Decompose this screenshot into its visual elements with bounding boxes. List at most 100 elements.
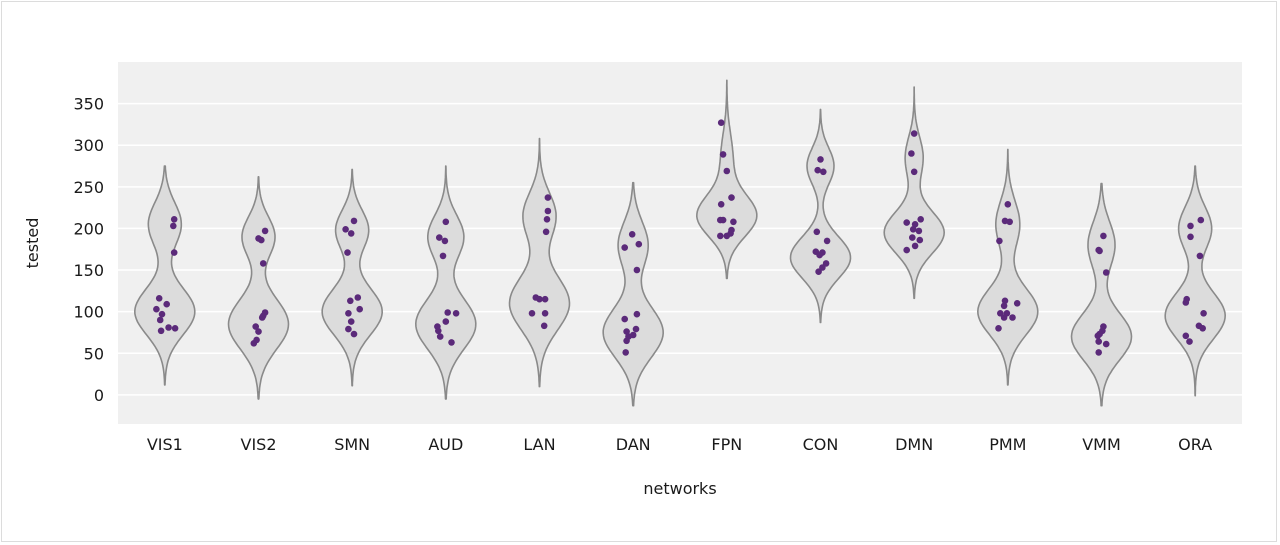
data-point	[1095, 338, 1102, 345]
data-point	[350, 330, 358, 338]
violin-vmm	[1070, 182, 1133, 407]
grid-lines	[118, 102, 1242, 396]
y-tick-label: 50	[84, 344, 104, 363]
data-point	[544, 207, 552, 215]
x-tick-label: AUD	[428, 435, 463, 454]
data-point	[1100, 232, 1107, 240]
data-point	[439, 252, 447, 260]
data-point	[728, 194, 735, 201]
data-point	[347, 318, 355, 325]
data-point	[814, 166, 821, 174]
data-point	[1102, 340, 1110, 348]
data-point	[356, 305, 364, 313]
violin-vis1	[134, 165, 196, 386]
violin-lan	[508, 137, 571, 388]
data-point	[1004, 201, 1012, 208]
data-point	[1000, 314, 1008, 321]
data-point	[171, 325, 179, 332]
data-point	[633, 310, 641, 318]
data-point	[820, 168, 827, 176]
data-point	[528, 310, 536, 317]
data-point	[442, 218, 450, 226]
y-tick-label: 300	[73, 136, 104, 155]
data-point	[1001, 297, 1009, 305]
data-point	[903, 219, 910, 226]
x-tick-label: VMM	[1082, 435, 1121, 454]
data-point	[1013, 300, 1021, 307]
data-point	[815, 268, 822, 276]
data-point	[436, 333, 444, 340]
violin-con	[789, 108, 852, 324]
data-point	[170, 222, 177, 230]
data-point	[1182, 299, 1190, 306]
data-point	[635, 240, 643, 248]
data-point	[1200, 310, 1207, 317]
data-point	[723, 167, 731, 175]
data-point	[259, 260, 267, 267]
data-point	[1102, 269, 1110, 276]
x-tick-label: DAN	[616, 435, 651, 454]
data-point	[1006, 218, 1013, 226]
data-point	[823, 237, 831, 245]
data-point	[997, 310, 1004, 317]
data-point	[259, 312, 267, 320]
data-point	[255, 328, 262, 335]
y-tick-label: 200	[73, 219, 104, 238]
data-point	[909, 234, 916, 241]
data-point	[717, 201, 725, 208]
data-point	[345, 310, 352, 317]
x-tick-labels: VIS1 VIS2 SMN AUD LAN DAN FPN CON DMN PMM VMM ORA	[147, 435, 1212, 454]
data-point	[153, 305, 160, 313]
x-axis-label: networks	[643, 479, 716, 498]
data-point	[819, 264, 826, 271]
violin-pmm	[977, 148, 1039, 386]
data-point	[344, 249, 351, 256]
x-tick-label: ORA	[1178, 435, 1212, 454]
data-point	[448, 339, 455, 346]
x-tick-label: SMN	[334, 435, 370, 454]
data-point	[442, 318, 450, 325]
data-point	[1182, 332, 1190, 340]
x-tick-label: CON	[803, 435, 839, 454]
y-tick-label: 350	[73, 95, 104, 114]
data-point	[452, 310, 460, 317]
y-tick-label: 250	[73, 178, 104, 197]
data-point	[1009, 314, 1016, 321]
data-point	[622, 349, 629, 356]
data-point	[170, 216, 178, 223]
data-point	[250, 340, 258, 347]
data-point	[1096, 247, 1103, 255]
violins	[134, 79, 1226, 407]
data-point	[1187, 233, 1194, 241]
data-point	[623, 328, 630, 335]
data-point	[911, 221, 919, 228]
data-point	[261, 227, 269, 235]
data-point	[170, 249, 178, 256]
data-point	[435, 327, 442, 335]
x-tick-label: VIS2	[241, 435, 277, 454]
violin-fpn	[696, 79, 758, 280]
data-point	[633, 266, 641, 274]
data-point	[621, 244, 628, 251]
plot-area	[118, 62, 1242, 424]
data-point	[727, 230, 734, 237]
data-point	[1186, 338, 1193, 345]
data-point	[1095, 349, 1102, 356]
data-point	[155, 295, 163, 302]
data-point	[541, 295, 549, 303]
data-point	[544, 194, 552, 201]
data-point	[621, 315, 628, 323]
violin-ora	[1164, 165, 1226, 397]
data-point	[717, 119, 725, 126]
data-point	[1197, 216, 1205, 224]
data-point	[347, 230, 355, 237]
data-point	[717, 232, 724, 240]
data-point	[541, 310, 549, 317]
x-tick-label: VIS1	[147, 435, 183, 454]
data-point	[629, 331, 637, 339]
data-point	[444, 309, 452, 316]
data-point	[258, 236, 265, 244]
data-point	[542, 228, 550, 236]
data-point	[908, 150, 915, 157]
data-point	[910, 168, 918, 176]
